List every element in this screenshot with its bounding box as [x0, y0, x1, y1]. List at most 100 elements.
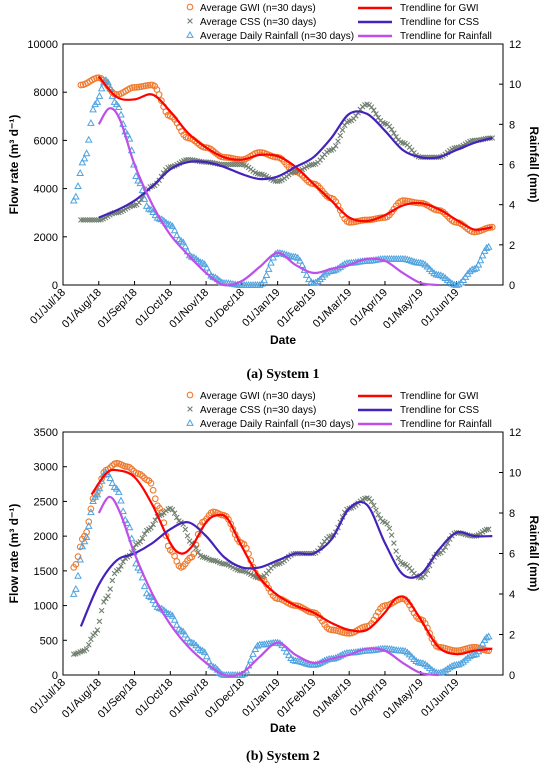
- data-point: [440, 547, 446, 554]
- data-point: [172, 620, 181, 628]
- x-axis-title: Date: [270, 721, 296, 735]
- data-point: [386, 123, 393, 130]
- data-point: [93, 97, 102, 105]
- data-point: [88, 636, 94, 643]
- data-point: [184, 533, 191, 539]
- panel-caption: (b) System 2: [246, 749, 320, 764]
- y-right-tick-label: 4: [509, 200, 515, 212]
- data-point: [182, 526, 189, 533]
- data-point: [205, 657, 213, 665]
- data-point: [69, 196, 78, 204]
- data-point: [393, 134, 399, 140]
- x-tick-label: 01/Jun/19: [419, 677, 462, 720]
- y-left-tick-label: 1000: [34, 601, 58, 613]
- y-right-tick-label: 2: [509, 630, 515, 642]
- data-point: [128, 84, 136, 92]
- data-point: [97, 84, 106, 92]
- data-point: [85, 641, 92, 648]
- data-point: [284, 651, 293, 659]
- data-point: [335, 138, 341, 144]
- x-tick-label: 01/Dec/18: [203, 677, 247, 721]
- data-point: [327, 626, 335, 634]
- data-point: [368, 104, 375, 110]
- y-left-axis-title: Flow rate (m³ d⁻¹): [7, 504, 21, 604]
- data-point: [484, 242, 493, 250]
- data-point: [262, 271, 271, 278]
- trend-line: [90, 468, 493, 656]
- data-point: [125, 523, 134, 531]
- data-point: [169, 506, 176, 513]
- legend-label: Trendline for GWI: [400, 3, 479, 14]
- data-point: [305, 275, 313, 283]
- data-point: [448, 662, 456, 669]
- data-point: [87, 505, 95, 513]
- data-point: [466, 652, 474, 660]
- data-point: [109, 577, 116, 584]
- data-point: [393, 548, 399, 554]
- trend-line: [97, 495, 439, 678]
- data-point: [117, 110, 125, 118]
- data-point: [82, 533, 91, 540]
- data-point: [104, 78, 112, 86]
- data-point: [93, 490, 102, 498]
- data-point: [84, 521, 93, 529]
- y-left-tick-label: 6000: [34, 135, 58, 147]
- data-point: [476, 256, 485, 264]
- x-tick-label: 01/Dec/18: [203, 287, 247, 331]
- data-point: [484, 632, 493, 640]
- data-point: [330, 146, 337, 152]
- data-point: [478, 639, 487, 647]
- data-point: [179, 238, 188, 246]
- data-point: [93, 217, 100, 223]
- data-point: [267, 258, 275, 266]
- legend-marker: [186, 391, 194, 399]
- data-point: [119, 507, 127, 515]
- data-point: [148, 525, 154, 531]
- data-point: [152, 517, 159, 523]
- data-point: [96, 618, 103, 625]
- legend-label: Average CSS (n=30 days): [200, 405, 316, 416]
- data-point: [232, 161, 238, 168]
- data-point: [311, 278, 320, 286]
- data-point: [230, 161, 236, 168]
- y-right-tick-label: 10: [509, 468, 521, 480]
- data-point: [172, 231, 181, 239]
- x-tick-label: 01/Mar/19: [311, 287, 355, 331]
- data-point: [200, 648, 209, 656]
- data-point: [339, 127, 346, 133]
- data-point: [370, 107, 377, 113]
- panel-caption: (a) System 1: [246, 367, 319, 382]
- data-point: [461, 655, 470, 663]
- y-left-tick-label: 4000: [34, 184, 58, 196]
- legend-label: Trendline for Rainfall: [400, 419, 492, 430]
- data-point: [246, 655, 255, 663]
- data-point: [76, 543, 84, 551]
- data-point: [260, 276, 269, 284]
- data-point: [140, 582, 149, 590]
- data-point: [87, 118, 95, 126]
- y-right-tick-label: 12: [509, 39, 521, 51]
- y-left-tick-label: 1500: [34, 566, 58, 578]
- data-point: [137, 538, 144, 545]
- data-point: [132, 172, 140, 180]
- data-point: [395, 555, 402, 561]
- y-right-tick-label: 6: [509, 549, 515, 561]
- x-axis-title: Date: [270, 333, 296, 347]
- series-6: [97, 495, 439, 678]
- y-left-tick-label: 10000: [27, 39, 58, 51]
- data-point: [74, 182, 82, 189]
- legend-label: Trendline for CSS: [400, 405, 479, 416]
- data-point: [89, 105, 97, 113]
- data-point: [134, 176, 142, 184]
- data-point: [89, 497, 97, 504]
- y-left-tick-label: 2500: [34, 496, 58, 508]
- data-point: [227, 520, 235, 528]
- data-point: [183, 634, 192, 642]
- data-point: [375, 511, 382, 518]
- data-point: [168, 222, 177, 230]
- data-point: [80, 537, 89, 545]
- y-left-tick-label: 3000: [34, 462, 58, 474]
- x-tick-label: 01/Jun/19: [419, 287, 462, 330]
- data-point: [149, 208, 157, 216]
- legend-marker: [186, 3, 194, 11]
